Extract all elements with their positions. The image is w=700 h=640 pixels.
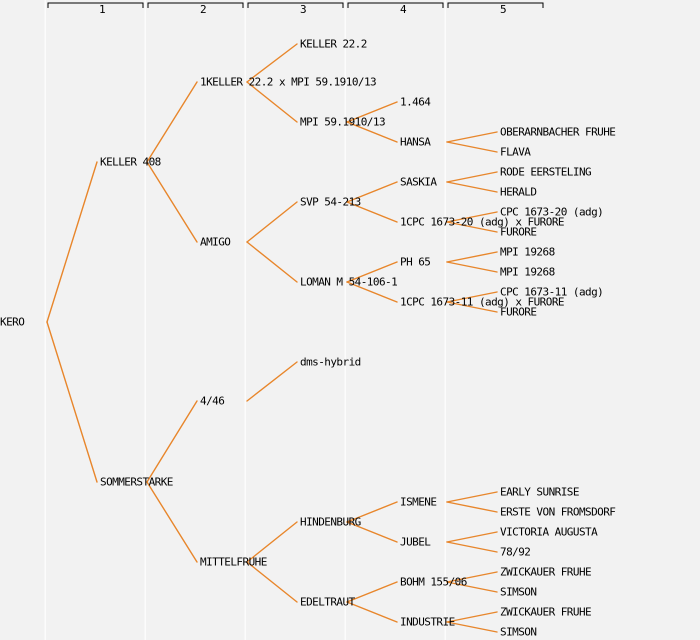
tree-node-label: MPI 19268 <box>500 265 555 279</box>
tree-node-label: 78/92 <box>500 545 531 559</box>
tree-node-label: BOHM 155/06 <box>400 575 467 589</box>
tree-node-label: 4/46 <box>200 394 225 408</box>
tree-node-label: CPC 1673-11 (adg) <box>500 285 604 299</box>
pedigree-edge <box>346 581 398 603</box>
tree-node-label: 1CPC 1673-20 (adg) x FURORE <box>400 215 565 229</box>
pedigree-edge <box>46 321 98 483</box>
pedigree-edge <box>146 81 198 163</box>
ruler-bracket <box>147 2 244 8</box>
pedigree-edge <box>446 571 498 583</box>
pedigree-edge <box>246 241 298 283</box>
pedigree-edge <box>346 601 398 623</box>
tree-node-label: HINDENBURG <box>300 515 361 529</box>
tree-node-label: OBERARNBACHER FRUHE <box>500 125 616 139</box>
tree-node-label: SASKIA <box>400 175 437 189</box>
pedigree-edge <box>446 531 498 543</box>
pedigree-edge <box>446 491 498 503</box>
tree-node-label: ISMENE <box>400 495 437 509</box>
tree-node-label: FURORE <box>500 225 537 239</box>
tree-node-label: ZWICKAUER FRUHE <box>500 605 592 619</box>
pedigree-edge <box>146 481 198 563</box>
pedigree-edge <box>346 261 398 283</box>
pedigree-edge <box>346 181 398 203</box>
pedigree-edge <box>346 521 398 543</box>
pedigree-edge <box>246 201 298 243</box>
tree-node-label: EARLY SUNRISE <box>500 485 580 499</box>
tree-node-label: JUBEL <box>400 535 431 549</box>
tree-node-label: PH 65 <box>400 255 431 269</box>
tree-node-label: ZWICKAUER FRUHE <box>500 565 592 579</box>
tree-node-label: SIMSON <box>500 585 537 599</box>
pedigree-edge <box>346 281 398 303</box>
ruler-bracket <box>447 2 544 8</box>
pedigree-edge <box>46 161 98 323</box>
pedigree-edge <box>446 261 498 273</box>
pedigree-edge <box>446 541 498 553</box>
pedigree-edge <box>446 211 498 223</box>
pedigree-edge <box>146 161 198 243</box>
pedigree-edge <box>446 581 498 593</box>
pedigree-edge <box>446 141 498 153</box>
pedigree-edge <box>446 221 498 233</box>
ruler-column-number: 2 <box>200 3 206 16</box>
pedigree-edge <box>446 291 498 303</box>
tree-node-label: SIMSON <box>500 625 537 639</box>
tree-node-label: LOMAN M 54-106-1 <box>300 275 398 289</box>
tree-node-label: HERALD <box>500 185 537 199</box>
pedigree-edge <box>246 43 298 83</box>
ruler-column-number: 5 <box>500 3 506 16</box>
tree-node-label: MITTELFRUHE <box>200 555 267 569</box>
tree-node-label: INDUSTRIE <box>400 615 455 629</box>
pedigree-edge <box>246 521 298 563</box>
pedigree-edge <box>446 131 498 143</box>
ruler-bracket <box>47 2 144 8</box>
tree-node-label: VICTORIA AUGUSTA <box>500 525 598 539</box>
pedigree-edge <box>346 201 398 223</box>
tree-node-label: 1KELLER 22.2 x MPI 59.1910/13 <box>200 75 377 89</box>
ruler-column-number: 4 <box>400 3 407 16</box>
pedigree-edge <box>446 251 498 263</box>
pedigree-edge <box>446 501 498 513</box>
pedigree-edge <box>346 101 398 123</box>
pedigree-edge <box>246 361 298 402</box>
tree-node-label: SOMMERSTARKE <box>100 475 173 489</box>
tree-node-label: FLAVA <box>500 145 531 159</box>
pedigree-edge <box>446 301 498 313</box>
pedigree-edge <box>446 171 498 183</box>
tree-node-label: 1CPC 1673-11 (adg) x FURORE <box>400 295 565 309</box>
pedigree-edge <box>246 81 298 123</box>
pedigree-edge <box>346 121 398 143</box>
tree-node-label: RODE EERSTELING <box>500 165 592 179</box>
ruler-column-number: 3 <box>300 3 306 16</box>
pedigree-edge <box>246 561 298 603</box>
pedigree-edge <box>146 400 198 483</box>
tree-node-label: CPC 1673-20 (adg) <box>500 205 604 219</box>
ruler-bracket <box>347 2 444 8</box>
ruler-bracket <box>247 2 344 8</box>
pedigree-edge <box>446 611 498 623</box>
tree-node-label: MPI 59.1910/13 <box>300 115 386 129</box>
tree-node-label: KERO <box>0 315 25 329</box>
tree-node-label: HANSA <box>400 135 431 149</box>
ruler-column-number: 1 <box>99 3 105 16</box>
tree-node-label: KELLER 408 <box>100 155 161 169</box>
tree-node-label: MPI 19268 <box>500 245 555 259</box>
tree-node-label: SVP 54-213 <box>300 195 361 209</box>
tree-node-label: EDELTRAUT <box>300 595 355 609</box>
pedigree-edge <box>446 621 498 633</box>
pedigree-edge <box>446 181 498 193</box>
tree-node-label: FURORE <box>500 305 537 319</box>
tree-node-label: dms-hybrid <box>300 355 361 369</box>
tree-node-label: AMIGO <box>200 235 231 249</box>
tree-node-label: 1.464 <box>400 95 431 109</box>
pedigree-edge <box>346 501 398 523</box>
tree-node-label: ERSTE VON FROMSDORF <box>500 505 616 519</box>
tree-node-label: KELLER 22.2 <box>300 37 367 51</box>
